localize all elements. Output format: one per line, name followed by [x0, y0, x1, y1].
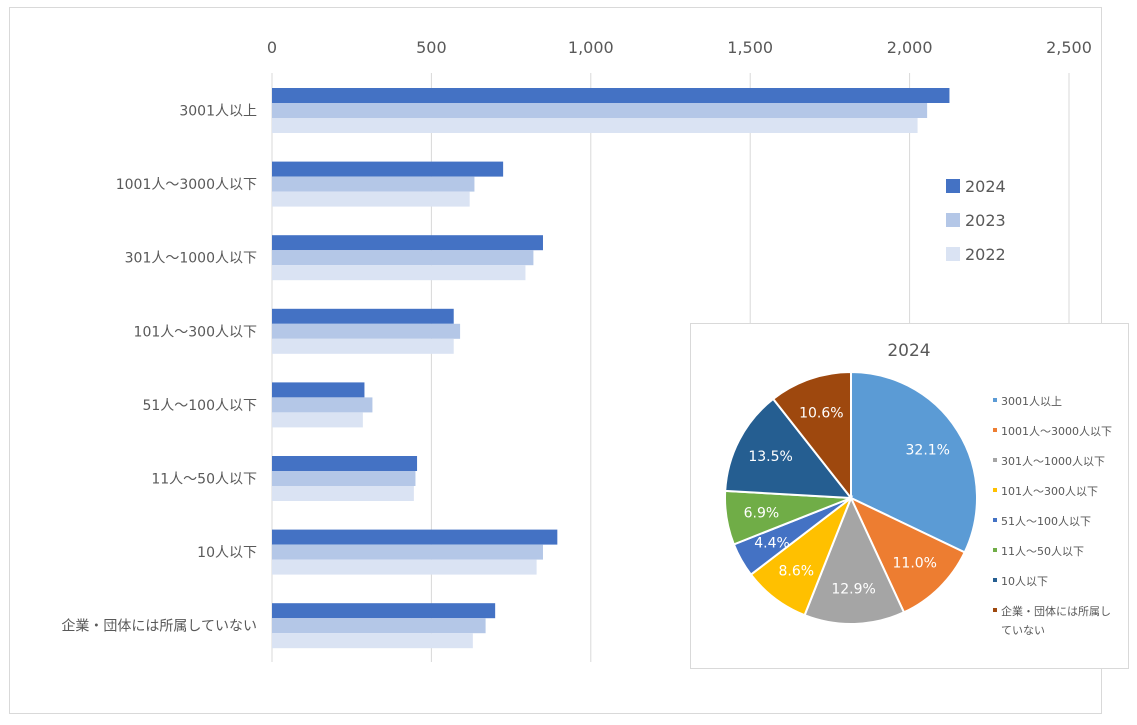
pie-legend: 3001人以上 1001人～3000人以下 301人～1000人以下 101人～300… [993, 395, 1112, 637]
category-label: 51人～100人以下 [142, 398, 257, 414]
pie-slice [848, 495, 967, 614]
pie-slice [803, 495, 906, 625]
pie-legend-swatch [993, 608, 997, 612]
legend-label: 2024 [965, 177, 1006, 196]
x-tick-label: 500 [416, 38, 447, 57]
pie-legend-swatch [993, 428, 997, 432]
pie-value-label: 6.9% [744, 505, 780, 521]
bar [272, 338, 454, 354]
bar-bars [272, 88, 950, 649]
bar [272, 235, 543, 251]
bar-category-labels: 3001人以上 1001人～3000人以下 301人～1000人以下 101人～300… [61, 104, 257, 635]
pie-legend-label: 3001人以上 [1001, 395, 1062, 408]
pie-slice [771, 370, 852, 501]
category-label: 10人以下 [197, 545, 257, 561]
bar [272, 412, 363, 428]
pie-legend-label: 11人～50人以下 [1001, 545, 1084, 558]
pie-legend-swatch [993, 458, 997, 462]
pie-slice [850, 370, 978, 554]
bar [272, 486, 414, 501]
legend-label: 2022 [965, 245, 1006, 264]
pie-legend-label: 10人以下 [1001, 575, 1048, 588]
x-tick-label: 1,500 [727, 38, 773, 57]
bar-legend: 2024 2023 2022 [946, 177, 1006, 264]
pie-legend-label: ていない [1001, 624, 1045, 637]
pie-legend-label: 企業・団体には所属し [1001, 604, 1111, 618]
pie-value-label: 12.9% [831, 582, 875, 598]
bar [272, 323, 461, 339]
category-label: 3001人以上 [179, 104, 257, 120]
pie-legend-swatch [993, 548, 997, 552]
legend-swatch [946, 247, 960, 261]
pie-value-label: 10.6% [799, 405, 843, 421]
bar [272, 176, 475, 192]
bar [272, 308, 454, 324]
category-label: 企業・団体には所属していない [61, 618, 257, 635]
pie-value-labels: 32.1% 11.0% 12.9% 8.6% 4.4% 6.9% 13.5% 10.6% [744, 405, 950, 597]
pie-value-label: 8.6% [779, 563, 815, 579]
pie-legend-label: 1001人～3000人以下 [1001, 425, 1112, 438]
bar [272, 633, 473, 649]
category-label: 301人～1000人以下 [125, 251, 257, 267]
pie-legend-swatch [993, 518, 997, 522]
bar [272, 471, 416, 486]
bar [272, 88, 950, 103]
legend-label: 2023 [965, 211, 1006, 230]
bar [272, 397, 373, 413]
bar [272, 191, 470, 207]
legend-swatch [946, 179, 960, 193]
x-tick-label: 1,000 [568, 38, 614, 57]
bar [272, 603, 496, 619]
bar [272, 544, 543, 560]
bar [272, 529, 558, 545]
bar [272, 559, 537, 575]
pie-value-label: 32.1% [906, 443, 950, 459]
bar [272, 161, 504, 177]
category-label: 101人～300人以下 [134, 324, 257, 340]
pie-value-label: 11.0% [893, 556, 937, 572]
bar [272, 250, 534, 266]
category-label: 1001人～3000人以下 [116, 177, 257, 193]
bar [272, 103, 928, 118]
pie-title: 2024 [887, 341, 930, 361]
pie-legend-label: 301人～1000人以下 [1001, 455, 1105, 468]
pie-slices [724, 370, 978, 625]
pie-value-label: 13.5% [748, 449, 792, 465]
x-tick-label: 2,000 [887, 38, 933, 57]
x-tick-label: 0 [267, 38, 277, 57]
category-label: 11人～50人以下 [151, 472, 257, 488]
pie-legend-swatch [993, 398, 997, 402]
pie-value-label: 4.4% [754, 536, 790, 552]
bar [272, 456, 418, 471]
pie-slice [724, 397, 854, 500]
bar [272, 618, 486, 634]
bar-tick-labels: 0 500 1,000 1,500 2,000 2,500 [267, 38, 1092, 57]
x-tick-label: 2,500 [1046, 38, 1092, 57]
pie-legend-label: 101人～300人以下 [1001, 485, 1098, 498]
bar [272, 265, 526, 281]
pie-legend-swatch [993, 488, 997, 492]
legend-swatch [946, 213, 960, 227]
pie-legend-swatch [993, 578, 997, 582]
bar [272, 118, 918, 133]
bar [272, 382, 365, 398]
pie-legend-label: 51人～100人以下 [1001, 515, 1091, 528]
